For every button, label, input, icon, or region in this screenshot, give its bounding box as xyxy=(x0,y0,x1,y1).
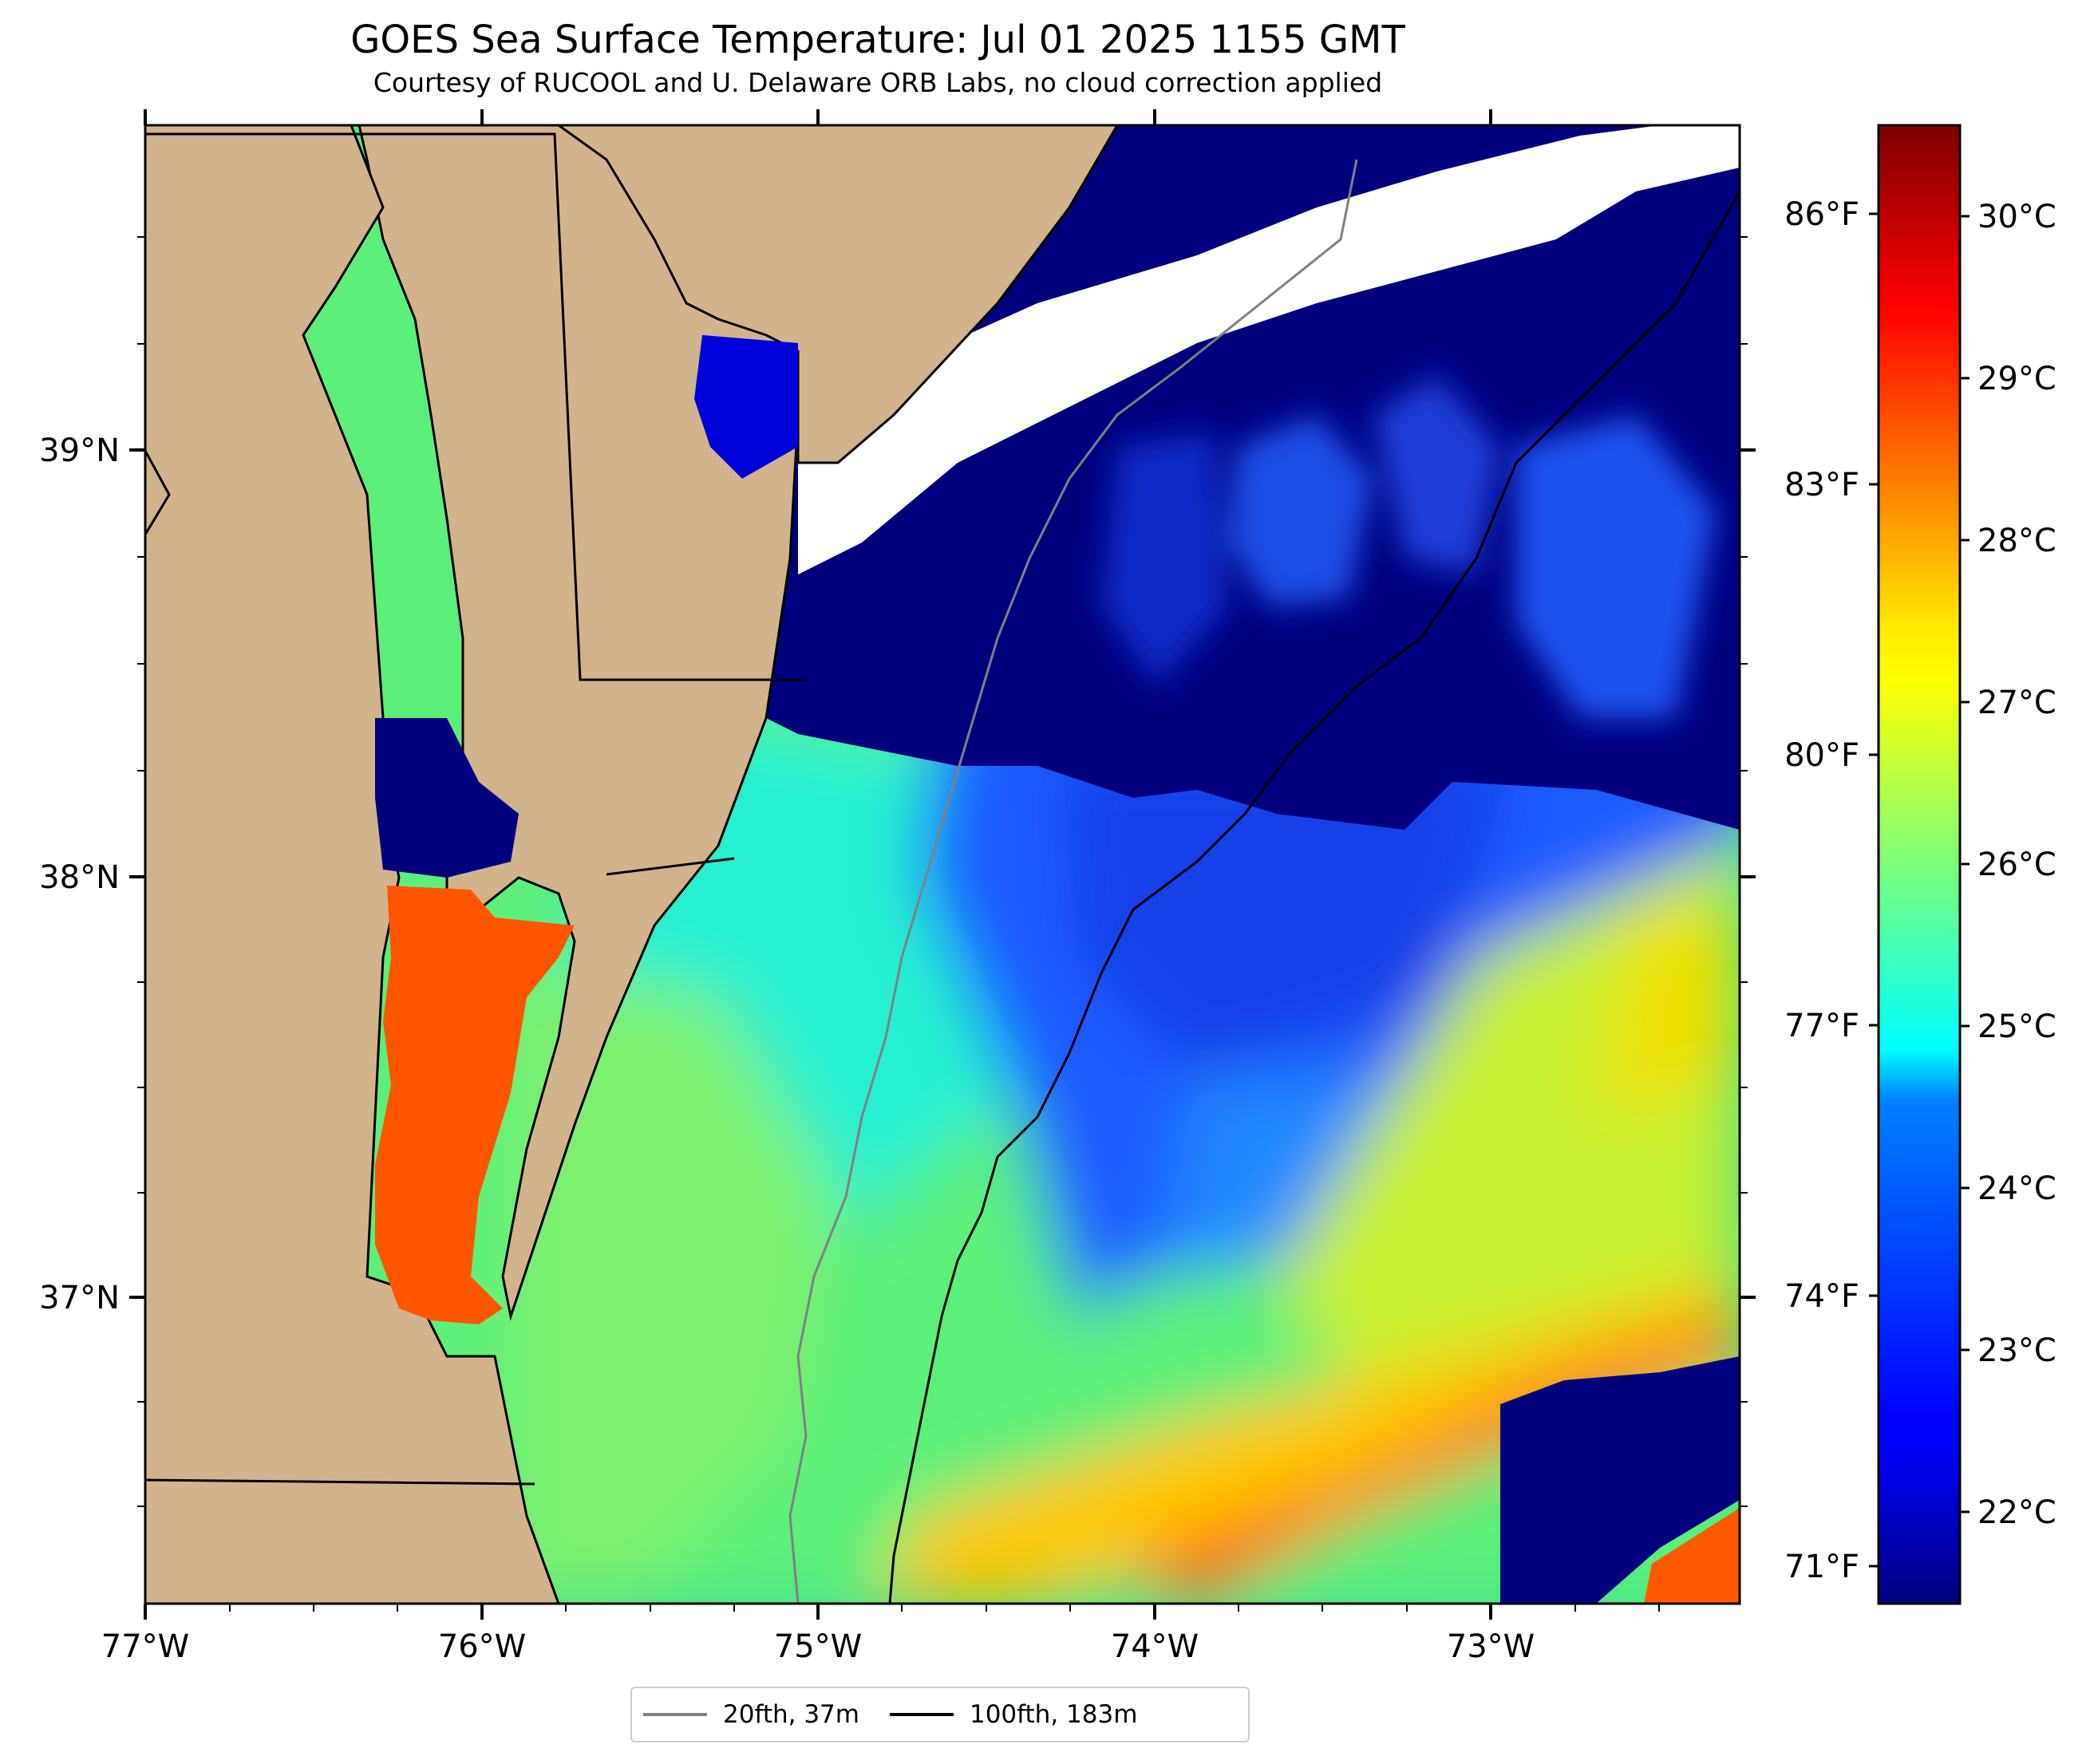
cold-patch-se xyxy=(1500,1356,1740,1604)
fahrenheit-label: 74°F xyxy=(1784,1278,1859,1315)
land xyxy=(145,125,1119,1604)
fahrenheit-label: 80°F xyxy=(1784,737,1859,774)
lon-label: 76°W xyxy=(438,1628,526,1665)
celsius-label: 26°C xyxy=(1977,846,2056,883)
legend-item-100fth: 100fth, 183m xyxy=(889,1700,1138,1729)
colorbar-ticks xyxy=(1869,212,1969,1568)
colorbar xyxy=(1877,124,1962,1605)
legend-label: 100fth, 183m xyxy=(969,1700,1138,1729)
fahrenheit-label: 86°F xyxy=(1784,196,1859,233)
legend-item-20fth: 20fth, 37m xyxy=(643,1700,859,1729)
celsius-label: 23°C xyxy=(1977,1332,2056,1369)
legend-line-gray xyxy=(643,1713,707,1716)
isobath-100fth xyxy=(888,191,1740,1604)
map-title: GOES Sea Surface Temperature: Jul 01 202… xyxy=(350,18,1405,62)
lat-label: 38°N xyxy=(39,859,120,896)
minor-ticks xyxy=(137,236,1748,1612)
celsius-label: 24°C xyxy=(1977,1170,2056,1207)
map-area xyxy=(145,125,1740,1604)
lat-label: 37°N xyxy=(39,1280,120,1316)
lon-label: 74°W xyxy=(1111,1628,1199,1665)
map-subtitle: Courtesy of RUCOOL and U. Delaware ORB L… xyxy=(373,67,1383,98)
fahrenheit-label: 83°F xyxy=(1784,467,1859,503)
axis-ticks xyxy=(129,109,1756,1620)
celsius-label: 25°C xyxy=(1977,1008,2056,1045)
delaware-bay-water xyxy=(694,335,798,479)
lon-label: 75°W xyxy=(774,1628,862,1665)
isobath-legend: 20fth, 37m 100fth, 183m xyxy=(630,1687,1250,1742)
lon-label: 73°W xyxy=(1447,1628,1535,1665)
fahrenheit-label: 71°F xyxy=(1784,1549,1859,1585)
cloud-band xyxy=(790,125,1740,574)
celsius-label: 22°C xyxy=(1977,1494,2056,1531)
bay-cold-water xyxy=(375,718,519,878)
lon-label: 77°W xyxy=(101,1628,189,1665)
isobath-20fth xyxy=(788,159,1358,1604)
fahrenheit-label: 77°F xyxy=(1784,1008,1859,1044)
cold-detail xyxy=(1101,375,1716,718)
lat-label: 39°N xyxy=(39,432,120,469)
celsius-label: 29°C xyxy=(1977,361,2056,397)
map-frame xyxy=(144,124,1741,1605)
celsius-label: 27°C xyxy=(1977,685,2056,721)
state-borders xyxy=(145,132,806,1486)
celsius-label: 28°C xyxy=(1977,523,2056,559)
warm-patch-se xyxy=(1644,1508,1740,1604)
legend-label: 20fth, 37m xyxy=(723,1700,859,1729)
chesapeake-warm-water xyxy=(375,886,575,1324)
legend-line-black xyxy=(889,1713,954,1716)
celsius-label: 30°C xyxy=(1977,199,2056,235)
